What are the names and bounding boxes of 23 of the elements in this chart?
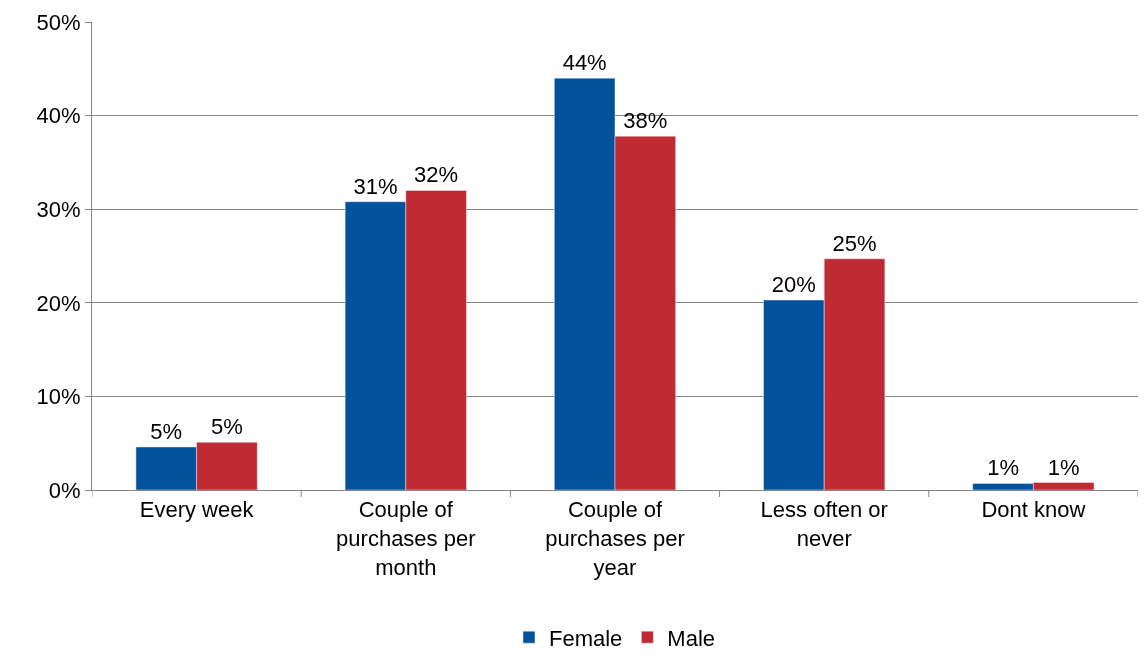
legend-label: Male — [667, 625, 716, 651]
legend-label: Female — [549, 625, 623, 651]
y-tick-label: 10% — [36, 384, 81, 410]
y-tick-label: 40% — [36, 103, 81, 129]
data-label: 1% — [1047, 454, 1080, 480]
y-tick-label: 20% — [36, 290, 81, 316]
x-tick-label: Couple of purchases per year — [545, 497, 685, 580]
data-label: 1% — [987, 455, 1019, 481]
data-label: 5% — [150, 418, 183, 444]
x-tick-label: Dont know — [981, 497, 1086, 523]
x-tick-label: Every week — [139, 497, 255, 523]
data-label: 32% — [414, 162, 459, 188]
y-tick-label: 30% — [36, 196, 81, 222]
data-label: 31% — [353, 173, 398, 199]
data-label: 44% — [562, 50, 607, 76]
x-tick-label: Couple of purchases per month — [336, 497, 476, 580]
y-tick-label: 0% — [48, 477, 81, 503]
y-tick-label: 50% — [36, 9, 81, 35]
data-label: 25% — [832, 230, 877, 256]
data-label: 20% — [771, 271, 816, 297]
data-label: 5% — [211, 414, 243, 440]
x-tick-label: Less often or never — [760, 497, 888, 551]
data-label: 38% — [623, 108, 668, 134]
